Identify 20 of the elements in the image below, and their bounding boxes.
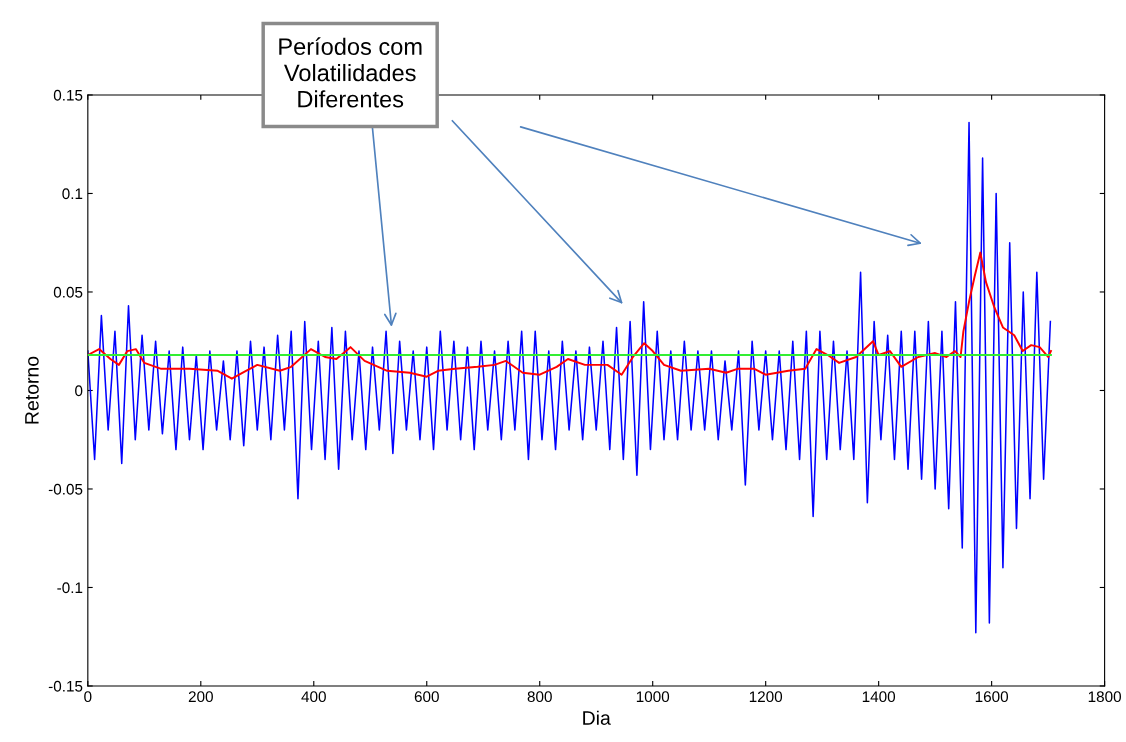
y-tick-label: 0 (75, 385, 83, 397)
x-axis-title: Dia (583, 710, 611, 725)
annotation: Períodos com Volatilidades Diferentes (279, 37, 422, 108)
y-tick-label: 0.05 (53, 286, 83, 298)
x-tick-label: 400 (301, 691, 326, 703)
x-tick-label: 1800 (1088, 691, 1121, 703)
y-axis-title: Retorno (25, 356, 39, 424)
x-tick-label: 1400 (862, 691, 896, 703)
y-tick-label: 0.1 (62, 188, 83, 200)
x-tick-label: 600 (414, 691, 439, 703)
x-tick-label: 200 (188, 691, 213, 703)
x-tick-label: 1200 (749, 691, 783, 703)
y-tick-label: 0.15 (53, 89, 83, 101)
x-tick-label: 0 (84, 691, 92, 703)
x-tick-label: 800 (527, 691, 552, 703)
y-tick-label: -0.1 (57, 582, 83, 594)
y-tick-label: -0.15 (48, 680, 83, 692)
x-tick-label: 1000 (636, 691, 670, 703)
x-tick-label: 1600 (975, 691, 1009, 703)
y-tick-label: -0.05 (48, 483, 83, 495)
